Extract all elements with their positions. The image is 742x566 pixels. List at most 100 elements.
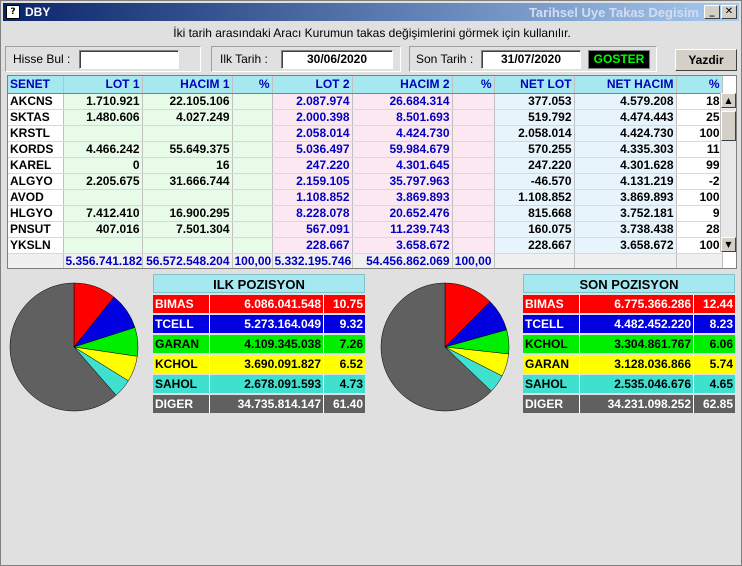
pozisyon-name: GARAN: [155, 337, 199, 351]
table-row[interactable]: PNSUT 407.016 7.501.304 567.091 11.239.743 16…: [8, 221, 723, 238]
table-cell: [232, 189, 273, 206]
table-row[interactable]: KRSTL 2.058.014 4.424.730 2.058.014 4.424.73…: [8, 125, 723, 142]
pozisyon-row-garan: GARAN 4.109.345.038 7.26: [153, 335, 365, 353]
minimize-button[interactable]: _: [704, 5, 720, 19]
table-cell: [142, 189, 233, 206]
son-tarih-label: Son Tarih :: [416, 52, 474, 66]
symbol-cell: AVOD: [8, 189, 64, 206]
son-tarih-input[interactable]: 31/07/2020: [481, 50, 581, 69]
table-cell: 570.255: [494, 141, 575, 158]
column-header[interactable]: LOT 1: [63, 76, 143, 94]
column-header[interactable]: HACIM 1: [142, 76, 233, 94]
pozisyon-pct: 61.40: [323, 395, 365, 413]
table-cell: 1.108.852: [272, 189, 353, 206]
table-cell: 16: [142, 157, 233, 174]
table-row[interactable]: ALGYO 2.205.675 31.666.744 2.159.105 35.797.…: [8, 173, 723, 190]
total-cell: 54.456.862.069: [352, 253, 453, 268]
table-cell: 247.220: [494, 157, 575, 174]
table-row[interactable]: KAREL 0 16 247.220 4.301.645 247.220 4.301.628…: [8, 157, 723, 174]
table-cell: [232, 237, 273, 254]
pozisyon-row-bimas: BIMAS 6.775.366.286 12.44: [523, 295, 735, 313]
table-cell: 8.228.078: [272, 205, 353, 222]
ilk-tarih-input[interactable]: 30/06/2020: [281, 50, 393, 69]
pozisyon-name: GARAN: [525, 357, 569, 371]
pozisyon-pct: 12.44: [693, 295, 735, 313]
table-cell: 25: [676, 109, 723, 126]
table-cell: 4.474.443: [574, 109, 677, 126]
symbol-cell: KRSTL: [8, 125, 64, 142]
pie-slice-diger: [380, 282, 492, 412]
description-text: İki tarih arasındaki Aracı Kurumun takas…: [173, 26, 571, 40]
table-cell: [232, 125, 273, 142]
takas-grid[interactable]: SENET LOT 1 HACIM 1% LOT 2 HACIM 2% NET LOT NE…: [7, 75, 737, 269]
vertical-scrollbar[interactable]: ▲ ▼: [720, 93, 736, 252]
close-button[interactable]: ✕: [721, 5, 737, 19]
pozisyon-value: 4.109.345.038: [209, 335, 323, 353]
table-cell: 228.667: [272, 237, 353, 254]
column-header[interactable]: HACIM 2: [352, 76, 453, 94]
hisse-search-input[interactable]: [79, 50, 179, 69]
table-row[interactable]: YKSLN 228.667 3.658.672 228.667 3.658.672 100: [8, 237, 723, 254]
app-icon[interactable]: ?: [6, 5, 20, 19]
pozisyon-value: 5.273.164.049: [209, 315, 323, 333]
table-cell: [452, 109, 495, 126]
table-row[interactable]: KORDS 4.466.242 55.649.375 5.036.497 59.984.…: [8, 141, 723, 158]
table-cell: 3.752.181: [574, 205, 677, 222]
symbol-cell: HLGYO: [8, 205, 64, 222]
pozisyon-row-kchol: KCHOL 3.690.091.827 6.52: [153, 355, 365, 373]
table-cell: [452, 157, 495, 174]
pozisyon-row-garan: GARAN 3.128.036.866 5.74: [523, 355, 735, 373]
takas-table: SENET LOT 1 HACIM 1% LOT 2 HACIM 2% NET LOT NE…: [8, 76, 723, 268]
column-header[interactable]: %: [676, 76, 723, 94]
table-cell: -2: [676, 173, 723, 190]
table-cell: 2.087.974: [272, 93, 353, 110]
pozisyon-value: 34.231.098.252: [579, 395, 693, 413]
table-cell: 9: [676, 205, 723, 222]
table-cell: 407.016: [63, 221, 143, 238]
table-cell: 2.000.398: [272, 109, 353, 126]
table-row[interactable]: AVOD 1.108.852 3.869.893 1.108.852 3.869.893…: [8, 189, 723, 206]
table-cell: 4.301.628: [574, 157, 677, 174]
yazdir-button[interactable]: Yazdir: [675, 49, 737, 71]
pozisyon-name: BIMAS: [155, 297, 194, 311]
table-row[interactable]: AKCNS 1.710.921 22.105.106 2.087.974 26.684.…: [8, 93, 723, 110]
pozisyon-row-diger: DIGER 34.231.098.252 62.85: [523, 395, 735, 413]
table-cell: 59.984.679: [352, 141, 453, 158]
title-bar[interactable]: ? DBY Tarihsel Uye Takas Degisim _ ✕: [3, 3, 739, 21]
table-cell: [232, 109, 273, 126]
son-tarih-group: [409, 46, 657, 72]
table-cell: [232, 221, 273, 238]
pozisyon-row-diger: DIGER 34.735.814.147 61.40: [153, 395, 365, 413]
table-header-row: SENET LOT 1 HACIM 1% LOT 2 HACIM 2% NET LOT NE…: [8, 76, 723, 94]
column-header[interactable]: %: [232, 76, 273, 94]
ilk-tarih-group: [211, 46, 401, 72]
symbol-cell: KORDS: [8, 141, 64, 158]
pozisyon-name: TCELL: [155, 317, 194, 331]
table-cell: 0: [63, 157, 143, 174]
pozisyon-pct: 6.06: [693, 335, 735, 353]
goster-button[interactable]: GOSTER: [588, 50, 650, 69]
column-header[interactable]: %: [452, 76, 495, 94]
table-cell: [452, 189, 495, 206]
column-header[interactable]: NET HACIM: [574, 76, 677, 94]
symbol-cell: PNSUT: [8, 221, 64, 238]
scroll-down-icon[interactable]: ▼: [721, 237, 736, 252]
total-cell: 56.572.548.204: [142, 253, 233, 268]
table-cell: 7.501.304: [142, 221, 233, 238]
table-cell: -46.570: [494, 173, 575, 190]
pozisyon-pct: 4.73: [323, 375, 365, 393]
table-cell: 100: [676, 237, 723, 254]
column-header[interactable]: NET LOT: [494, 76, 575, 94]
symbol-cell: YKSLN: [8, 237, 64, 254]
column-header[interactable]: LOT 2: [272, 76, 353, 94]
table-row[interactable]: HLGYO 7.412.410 16.900.295 8.228.078 20.652.…: [8, 205, 723, 222]
table-cell: [452, 93, 495, 110]
ilk-pozisyon-pie: [9, 282, 139, 412]
table-cell: [452, 173, 495, 190]
pozisyon-name: DIGER: [155, 397, 194, 411]
scroll-up-icon[interactable]: ▲: [721, 93, 736, 108]
column-header[interactable]: SENET: [8, 76, 64, 94]
table-row[interactable]: SKTAS 1.480.606 4.027.249 2.000.398 8.501.69…: [8, 109, 723, 126]
scroll-thumb[interactable]: [721, 111, 736, 141]
